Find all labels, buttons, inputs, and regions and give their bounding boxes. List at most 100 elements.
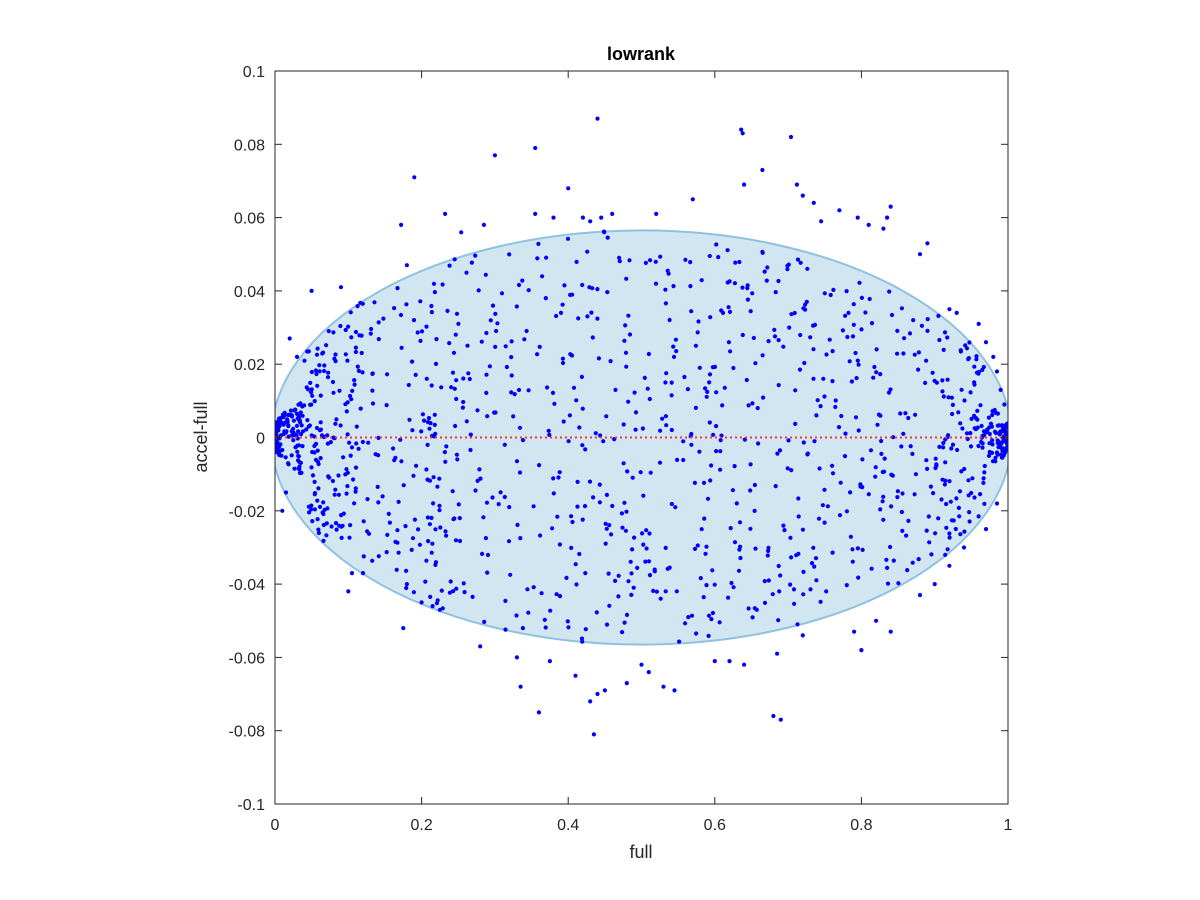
data-point <box>958 421 963 426</box>
data-point <box>309 465 314 470</box>
data-point <box>423 579 428 584</box>
data-point <box>881 517 886 522</box>
data-point <box>793 421 798 426</box>
data-point <box>450 370 456 375</box>
data-point <box>765 265 770 270</box>
data-point <box>692 546 698 552</box>
data-point <box>434 337 439 342</box>
data-point <box>334 417 339 422</box>
data-point <box>766 548 771 554</box>
data-point <box>885 581 891 586</box>
data-point <box>663 287 668 292</box>
data-point <box>462 590 467 595</box>
data-point <box>454 452 459 457</box>
data-point <box>427 426 432 431</box>
data-point <box>647 531 652 536</box>
data-point <box>431 501 436 506</box>
data-point <box>967 519 972 524</box>
data-point <box>874 347 879 352</box>
data-point <box>468 447 473 453</box>
data-point <box>945 547 950 552</box>
data-point <box>349 397 354 402</box>
x-tick-label: 0.8 <box>850 817 872 834</box>
data-point <box>314 371 319 377</box>
data-point <box>910 451 915 456</box>
data-point <box>604 414 609 419</box>
data-point <box>726 595 731 600</box>
data-point <box>663 589 668 594</box>
data-point <box>280 508 285 513</box>
data-point <box>369 326 374 332</box>
data-point <box>795 257 801 262</box>
data-point <box>658 596 663 601</box>
data-point <box>972 380 977 385</box>
data-point <box>321 500 326 505</box>
data-point <box>811 200 816 205</box>
data-point <box>931 491 936 496</box>
data-point <box>729 580 734 586</box>
data-point <box>535 352 540 357</box>
data-point <box>643 559 648 564</box>
data-point <box>348 453 353 458</box>
data-point <box>571 385 577 390</box>
data-point <box>866 222 871 227</box>
data-point <box>346 589 351 594</box>
data-point <box>350 388 355 393</box>
data-point <box>811 545 816 550</box>
data-point <box>606 571 611 576</box>
data-point <box>419 600 424 605</box>
data-point <box>635 565 640 571</box>
data-point <box>831 287 836 292</box>
data-point <box>564 575 569 581</box>
data-point <box>433 361 439 366</box>
data-point <box>454 311 460 316</box>
data-point <box>654 211 659 216</box>
data-point <box>425 515 430 520</box>
data-point <box>874 618 879 623</box>
data-point <box>693 343 699 348</box>
data-point <box>447 263 452 268</box>
data-point <box>851 302 856 307</box>
data-point <box>353 489 358 494</box>
data-point <box>709 463 714 468</box>
data-point <box>878 507 883 512</box>
data-point <box>995 423 1001 428</box>
data-point <box>355 364 360 369</box>
data-point <box>601 229 607 234</box>
data-point <box>898 411 903 416</box>
data-point <box>697 449 702 454</box>
data-point <box>972 364 977 369</box>
data-point <box>818 599 823 604</box>
data-point <box>796 496 801 501</box>
data-point <box>989 424 995 429</box>
data-point <box>310 519 315 524</box>
data-point <box>633 427 638 432</box>
data-point <box>554 313 559 319</box>
data-point <box>910 560 915 565</box>
data-point <box>905 568 910 573</box>
data-point <box>407 417 412 422</box>
data-point <box>936 516 941 521</box>
data-point <box>657 460 663 465</box>
data-point <box>365 497 370 502</box>
data-point <box>966 356 972 361</box>
data-point <box>949 518 955 523</box>
data-point <box>685 387 691 392</box>
data-point <box>607 523 612 528</box>
data-point <box>666 271 671 276</box>
data-point <box>947 531 952 536</box>
data-point <box>401 626 406 631</box>
data-point <box>837 513 843 518</box>
data-point <box>964 431 970 436</box>
data-point <box>320 433 325 438</box>
data-point <box>927 540 932 545</box>
data-point <box>860 485 865 490</box>
data-point <box>693 405 699 410</box>
data-point <box>912 492 917 497</box>
data-point <box>593 431 598 436</box>
data-point <box>940 477 945 482</box>
data-point <box>956 410 961 415</box>
data-point <box>962 398 967 403</box>
data-point <box>833 404 838 410</box>
data-point <box>352 382 357 387</box>
